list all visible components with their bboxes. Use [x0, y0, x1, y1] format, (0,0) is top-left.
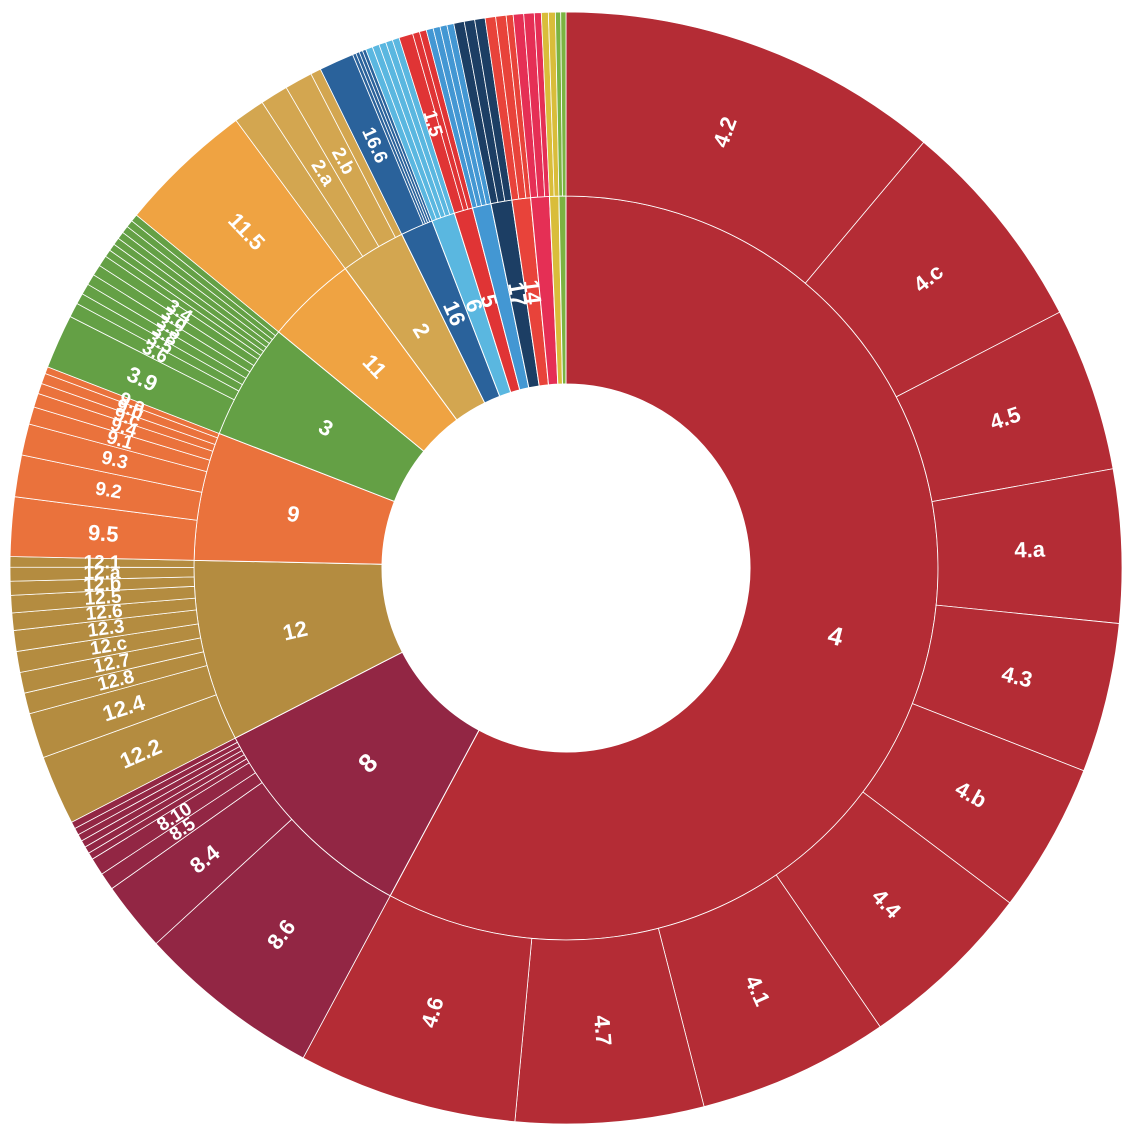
outer-label-12-3: 12.3 — [86, 616, 125, 642]
outer-label-9-2: 9.2 — [94, 478, 124, 503]
inner-label-9: 9 — [285, 501, 302, 528]
outer-label-4-7: 4.7 — [589, 1014, 616, 1046]
outer-label-12-5: 12.5 — [84, 586, 123, 609]
outer-label-12-a: 12.a — [83, 562, 121, 583]
inner-label-17: 17 — [503, 280, 532, 308]
inner-ring — [193, 195, 939, 941]
outer-label-9-5: 9.5 — [87, 520, 119, 547]
outer-ring — [9, 11, 1123, 1125]
outer-label-12-b: 12.b — [83, 574, 122, 596]
outer-segment-unlabeled-15-1[interactable] — [560, 11, 567, 197]
outer-label-12-6: 12.6 — [85, 601, 124, 625]
inner-label-12: 12 — [280, 616, 309, 646]
outer-label-4-a: 4.a — [1014, 536, 1046, 562]
outer-label-12-1: 12.1 — [83, 552, 121, 573]
inner-label-14: 14 — [519, 278, 547, 306]
